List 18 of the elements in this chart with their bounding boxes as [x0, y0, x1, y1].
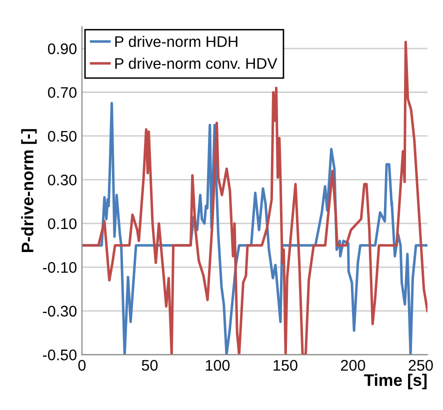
- y-axis-title: P-drive-norm [-]: [21, 129, 37, 252]
- y-tick-label: 0.10: [48, 218, 76, 230]
- x-tick-label: 50: [142, 360, 158, 371]
- x-tick-label: 150: [274, 360, 298, 371]
- x-tick-label: 100: [206, 360, 230, 371]
- y-tick-label: -0.10: [42, 262, 76, 273]
- y-tick-label: 0.70: [48, 87, 76, 98]
- y-tick-label: 0.90: [48, 43, 76, 54]
- y-tick-label: -0.30: [42, 306, 76, 317]
- legend-label: P drive-norm conv. HDV: [115, 58, 278, 69]
- legend-label: P drive-norm HDH: [115, 36, 238, 48]
- x-tick-label: 200: [340, 360, 366, 371]
- y-tick-label: -0.50: [42, 350, 76, 360]
- y-tick-label: 0.30: [48, 174, 76, 186]
- x-axis-title: Time [s]: [364, 374, 427, 390]
- y-tick-label: 0.50: [48, 130, 76, 142]
- x-tick-label: 0: [78, 360, 86, 371]
- x-tick-label: 250: [408, 360, 433, 371]
